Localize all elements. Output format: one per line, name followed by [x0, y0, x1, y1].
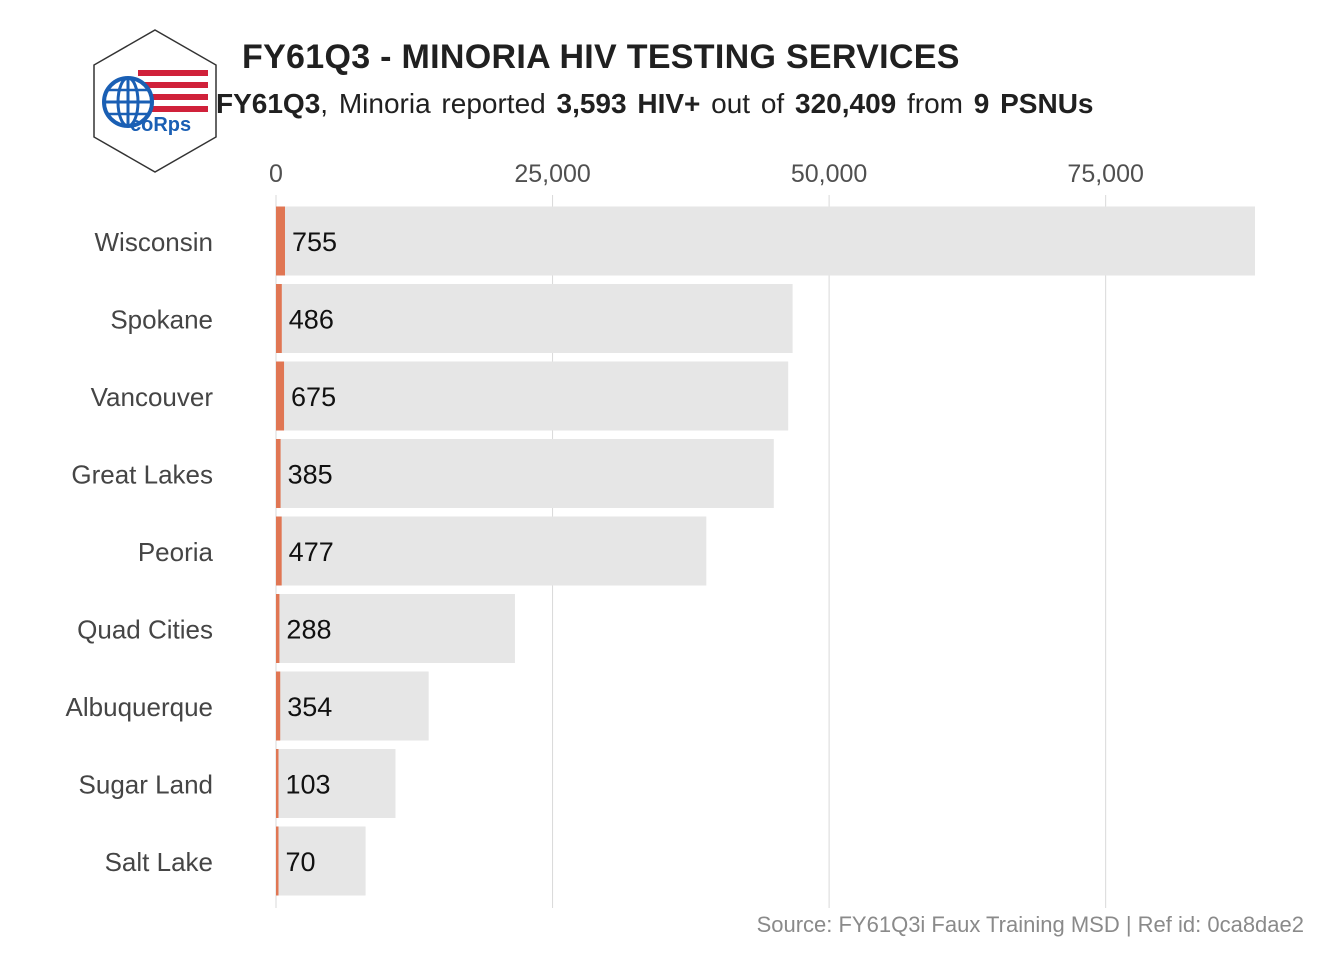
- x-tick-label: 0: [269, 160, 283, 188]
- bar-positive: [276, 361, 285, 431]
- category-labels: Wisconsin Spokane Vancouver Great Lakes Peor…: [66, 227, 214, 877]
- x-tick-label: 50,000: [791, 160, 867, 188]
- bar-tested: [276, 361, 789, 431]
- x-axis-ticks: 0 25,000 50,000 75,000: [269, 160, 1144, 188]
- value-label: 288: [286, 615, 331, 645]
- value-label: 755: [292, 227, 337, 257]
- bar-tested: [276, 594, 515, 663]
- value-labels: 755 486 675 385 477 288 354 103 70: [286, 227, 338, 877]
- bar-tested: [276, 749, 396, 818]
- value-label: 385: [288, 460, 333, 490]
- category-label: Sugar Land: [79, 770, 213, 800]
- subtitle-part: out of: [700, 88, 795, 119]
- category-label: Great Lakes: [71, 460, 213, 490]
- bar-positive: [276, 284, 282, 353]
- subtitle-part: 320,409: [795, 88, 897, 119]
- category-label: Wisconsin: [95, 227, 213, 257]
- category-label: Albuquerque: [66, 692, 213, 722]
- globe-flag-logo-icon: coRps: [93, 29, 217, 173]
- value-label: 675: [291, 382, 336, 412]
- bar-positive: [276, 826, 279, 896]
- category-label: Salt Lake: [105, 847, 213, 877]
- value-label: 70: [286, 847, 316, 877]
- x-tick-label: 75,000: [1067, 160, 1143, 188]
- subtitle-part: 9 PSNUs: [973, 88, 1094, 119]
- bar-positive: [276, 749, 279, 818]
- bar-tested: [276, 671, 429, 741]
- subtitle-part: FY61Q3: [216, 88, 321, 119]
- bar-tested: [276, 206, 1255, 276]
- bars: [276, 206, 1255, 896]
- bar-positive: [276, 671, 281, 741]
- value-label: 486: [289, 305, 334, 335]
- bar-tested: [276, 516, 707, 586]
- chart-subtitle: FY61Q3, Minoria reported 3,593 HIV+ out …: [216, 88, 1094, 120]
- value-label: 103: [286, 770, 331, 800]
- category-label: Peoria: [138, 537, 214, 567]
- subtitle-part: from: [896, 88, 974, 119]
- category-label: Vancouver: [91, 382, 214, 412]
- subtitle-part: 3,593 HIV+: [556, 88, 701, 119]
- chart-title: FY61Q3 - MINORIA HIV TESTING SERVICES: [242, 38, 960, 76]
- corps-logo: coRps: [90, 28, 220, 174]
- bar-tested: [276, 826, 366, 896]
- bar-tested: [276, 284, 793, 353]
- category-label: Spokane: [110, 305, 213, 335]
- value-label: 477: [289, 537, 334, 567]
- value-label: 354: [287, 692, 332, 722]
- bar-tested: [276, 439, 774, 508]
- logo-text: coRps: [130, 114, 191, 136]
- subtitle-part: , Minoria reported: [320, 88, 557, 119]
- bar-positive: [276, 594, 280, 663]
- x-tick-label: 25,000: [514, 160, 590, 188]
- bar-positive: [276, 516, 282, 586]
- source-caption: Source: FY61Q3i Faux Training MSD | Ref …: [756, 912, 1304, 937]
- bar-positive: [276, 439, 281, 508]
- bar-positive: [276, 206, 285, 276]
- category-label: Quad Cities: [77, 615, 213, 645]
